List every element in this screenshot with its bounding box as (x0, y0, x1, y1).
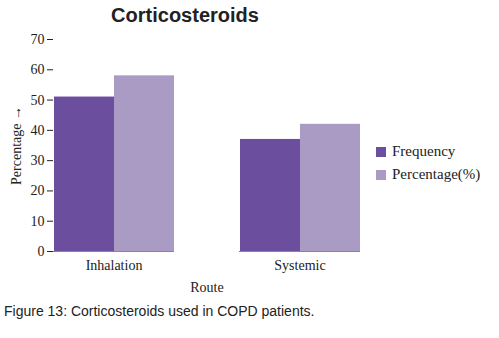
svg-text:50: 50 (31, 93, 45, 108)
html-text:Frequency: Frequency (392, 143, 456, 159)
svg-text:Route: Route (190, 280, 223, 295)
svg-text:40: 40 (31, 123, 45, 138)
html-text:Percentage(%): Percentage(%) (392, 166, 481, 182)
svg-text:70: 70 (31, 32, 45, 47)
svg-text:0: 0 (38, 244, 45, 259)
html-text:Corticosteroids: Corticosteroids (111, 4, 259, 26)
html-text:Figure 13: Corticosteroids use: Figure 13: Corticosteroids used in COPD … (4, 303, 315, 319)
svg-text:60: 60 (31, 62, 45, 77)
svg-text:10: 10 (31, 214, 45, 229)
svg-text:Percentage →: Percentage → (9, 106, 24, 185)
svg-text:30: 30 (31, 153, 45, 168)
svg-text:Systemic: Systemic (274, 258, 325, 273)
svg-text:Inhalation: Inhalation (86, 258, 143, 273)
svg-text:20: 20 (31, 183, 45, 198)
